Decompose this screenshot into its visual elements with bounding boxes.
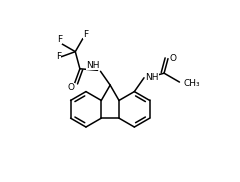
Text: CH₃: CH₃ [183, 79, 200, 88]
Text: O: O [68, 83, 75, 92]
Text: F: F [56, 52, 61, 61]
Text: F: F [83, 30, 88, 39]
Text: O: O [170, 54, 177, 63]
Text: F: F [57, 35, 62, 44]
Text: NH: NH [145, 73, 158, 82]
Text: NH: NH [86, 61, 100, 70]
